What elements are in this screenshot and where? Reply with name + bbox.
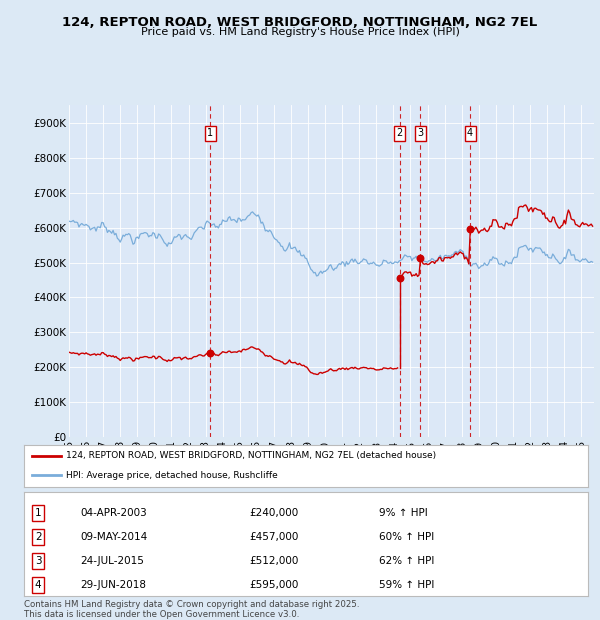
Text: 62% ↑ HPI: 62% ↑ HPI [379, 556, 434, 566]
Point [205, 348, 215, 358]
Text: 59% ↑ HPI: 59% ↑ HPI [379, 580, 434, 590]
Text: Contains HM Land Registry data © Crown copyright and database right 2025.
This d: Contains HM Land Registry data © Crown c… [24, 600, 359, 619]
Point [395, 273, 404, 283]
Text: 24-JUL-2015: 24-JUL-2015 [80, 556, 144, 566]
Text: 4: 4 [35, 580, 41, 590]
Text: 4: 4 [467, 128, 473, 138]
Text: 04-APR-2003: 04-APR-2003 [80, 508, 147, 518]
Text: 09-MAY-2014: 09-MAY-2014 [80, 532, 148, 542]
Text: £240,000: £240,000 [250, 508, 299, 518]
Point [465, 224, 475, 234]
Text: 2: 2 [397, 128, 403, 138]
Text: £457,000: £457,000 [250, 532, 299, 542]
Text: 2: 2 [35, 532, 41, 542]
Text: £512,000: £512,000 [250, 556, 299, 566]
Text: 1: 1 [35, 508, 41, 518]
Text: 60% ↑ HPI: 60% ↑ HPI [379, 532, 434, 542]
Text: 3: 3 [417, 128, 423, 138]
Text: 29-JUN-2018: 29-JUN-2018 [80, 580, 146, 590]
Point [415, 254, 425, 264]
Text: 124, REPTON ROAD, WEST BRIDGFORD, NOTTINGHAM, NG2 7EL (detached house): 124, REPTON ROAD, WEST BRIDGFORD, NOTTIN… [66, 451, 436, 461]
Text: 3: 3 [35, 556, 41, 566]
Text: HPI: Average price, detached house, Rushcliffe: HPI: Average price, detached house, Rush… [66, 471, 278, 480]
Text: 1: 1 [207, 128, 213, 138]
Text: 124, REPTON ROAD, WEST BRIDGFORD, NOTTINGHAM, NG2 7EL: 124, REPTON ROAD, WEST BRIDGFORD, NOTTIN… [62, 16, 538, 29]
Text: 9% ↑ HPI: 9% ↑ HPI [379, 508, 428, 518]
Text: Price paid vs. HM Land Registry's House Price Index (HPI): Price paid vs. HM Land Registry's House … [140, 27, 460, 37]
Text: £595,000: £595,000 [250, 580, 299, 590]
